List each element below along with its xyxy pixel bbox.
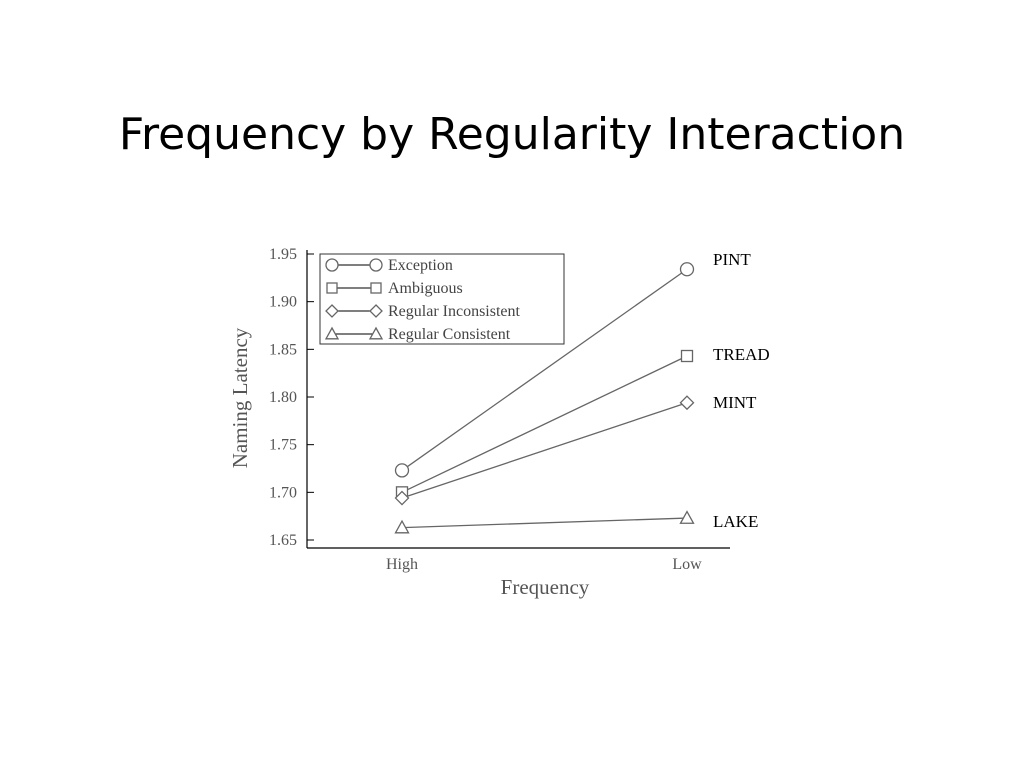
point-label: LAKE (713, 512, 758, 531)
x-tick-label: High (386, 556, 418, 573)
chart-legend: Exception Ambiguous Regular Inconsistent Re… (319, 253, 565, 345)
legend-marker-square (370, 282, 382, 294)
y-tick-label: 1.80 (269, 389, 297, 406)
slide-title: Frequency by Regularity Interaction (118, 109, 906, 160)
x-axis-title: Frequency (501, 575, 590, 599)
x-ticks: High Low (386, 556, 702, 573)
legend-marker-triangle (324, 326, 340, 340)
y-tick-label: 1.75 (269, 437, 297, 454)
data-point-square (680, 349, 694, 363)
series-layer: PINT TREAD MINT LAKE (394, 250, 770, 534)
y-tick-label: 1.85 (269, 341, 297, 358)
legend-marker-diamond (325, 304, 339, 318)
series-line (401, 402, 688, 499)
legend-label: Ambiguous (388, 280, 463, 297)
y-tick-label: 1.65 (269, 532, 297, 549)
point-label: MINT (713, 393, 757, 412)
legend-item: Exception (325, 257, 453, 274)
data-point-circle (679, 262, 695, 277)
data-point-diamond (394, 490, 410, 506)
legend-box (319, 253, 565, 345)
data-point-triangle (679, 510, 695, 524)
legend-label: Regular Inconsistent (388, 303, 521, 320)
point-label: PINT (713, 250, 751, 269)
y-tick-label: 1.95 (269, 246, 297, 263)
y-axis-title: Naming Latency (228, 327, 252, 468)
legend-marker-square (326, 282, 338, 294)
legend-marker-triangle (368, 326, 384, 340)
legend-label: Exception (388, 257, 453, 274)
y-tick-label: 1.90 (269, 294, 297, 311)
data-point-diamond (679, 395, 695, 411)
data-point-circle (394, 463, 410, 478)
legend-label: Regular Consistent (388, 326, 511, 343)
chart-axes (306, 250, 730, 549)
series-exception: PINT (394, 250, 751, 478)
y-ticks: 1.95 1.90 1.85 1.80 1.75 1.70 1.65 (269, 246, 314, 549)
series-line (401, 268, 688, 471)
legend-marker-circle (325, 258, 339, 272)
series-line (401, 517, 688, 529)
series-regular-inconsistent: MINT (394, 393, 757, 506)
legend-item: Ambiguous (326, 280, 463, 297)
data-point-triangle (394, 519, 410, 534)
legend-item: Regular Inconsistent (325, 303, 521, 320)
y-tick-label: 1.70 (269, 484, 297, 501)
series-ambiguous: TREAD (395, 345, 770, 499)
point-label: TREAD (713, 345, 770, 364)
legend-marker-diamond (369, 304, 383, 318)
series-line (401, 355, 688, 493)
series-regular-consistent: LAKE (394, 510, 758, 534)
legend-item: Regular Consistent (324, 326, 511, 343)
x-tick-label: Low (672, 556, 702, 573)
legend-marker-circle (369, 258, 383, 272)
